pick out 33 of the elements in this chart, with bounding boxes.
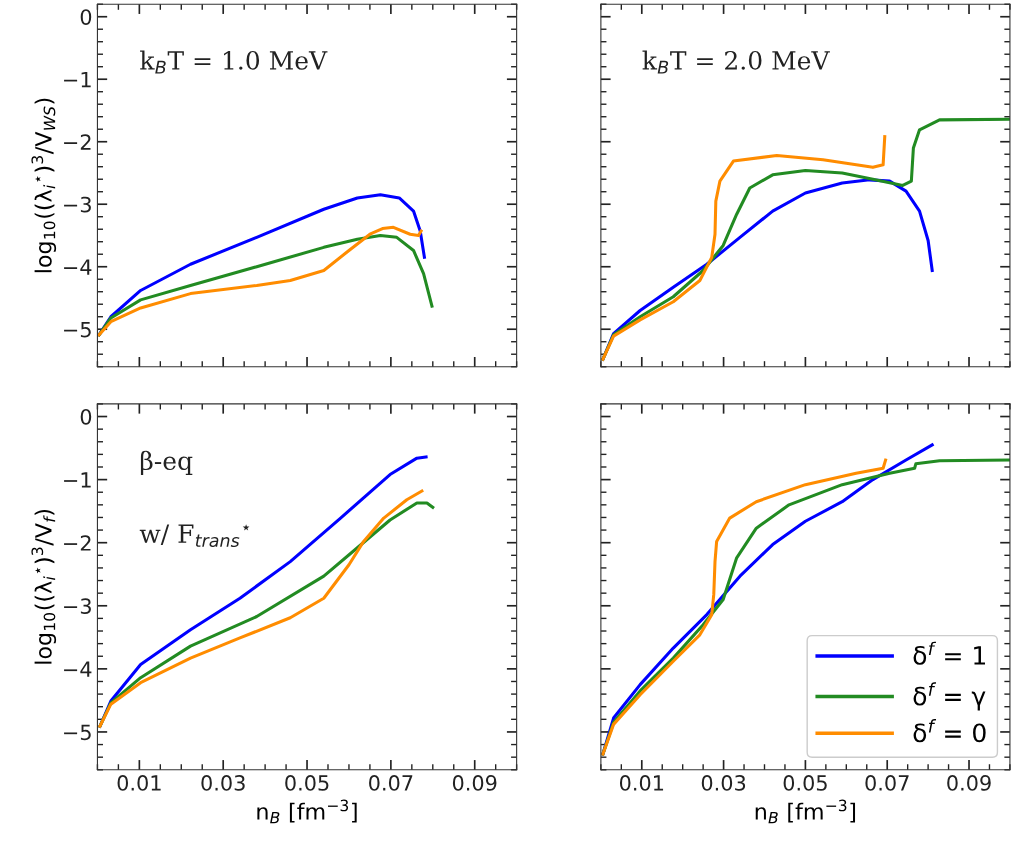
x-tick-label: 0.03 bbox=[201, 775, 245, 791]
y-tick-label: 0 bbox=[80, 9, 92, 25]
legend-label: δ$^{f}$ = γ bbox=[913, 682, 986, 711]
y-tick-label: −5 bbox=[64, 321, 91, 338]
x-tick-label: 0.07 bbox=[369, 775, 413, 791]
x-tick-label: 0.09 bbox=[947, 775, 991, 791]
x-tick-label: 0.09 bbox=[452, 775, 497, 791]
y-tick-label: −4 bbox=[64, 661, 92, 677]
x-axis-title: n$_{B}$ [fm$^{−3}$] bbox=[257, 799, 357, 824]
x-tick-label: 0.07 bbox=[865, 775, 909, 791]
text: log$_{10}$((λ$_{i}$$^{⋆}$)$^{3}$/V$_{f}$) bbox=[31, 509, 57, 664]
x-tick-label: 0.01 bbox=[117, 775, 161, 791]
legend-label: δ$^{f}$ = 1 bbox=[913, 641, 985, 665]
text: log$_{10}$((λ$_{i}$$^{⋆}$)$^{3}$/V$_{WS}$) bbox=[31, 98, 57, 273]
x-tick-label: 0.03 bbox=[701, 775, 746, 791]
y-tick-label: 0 bbox=[80, 408, 92, 425]
annotation: w/ F$_{trans}$$^{⋆}$ bbox=[139, 524, 250, 548]
legend-label: δ$^{f}$ = 0 bbox=[913, 719, 986, 743]
y-tick-label: −3 bbox=[64, 196, 91, 213]
x-axis-title: n$_{B}$ [fm$^{−3}$] bbox=[755, 799, 856, 824]
y-tick-label: −2 bbox=[64, 134, 91, 150]
x-tick-label: 0.01 bbox=[619, 775, 664, 791]
y-tick-label: −3 bbox=[64, 598, 91, 614]
annotation: k$_{B}$T = 2.0 MeV bbox=[642, 50, 830, 74]
y-tick-label: −5 bbox=[64, 724, 91, 741]
x-tick-label: 0.05 bbox=[285, 775, 329, 791]
y-tick-label: −4 bbox=[64, 259, 92, 275]
y-tick-label: −1 bbox=[64, 472, 91, 488]
annotation: k$_{B}$T = 1.0 MeV bbox=[140, 50, 328, 74]
y-tick-label: −1 bbox=[64, 71, 91, 88]
annotation: β-eq bbox=[140, 450, 193, 475]
y-tick-label: −2 bbox=[64, 535, 91, 551]
x-tick-label: 0.05 bbox=[783, 775, 827, 791]
